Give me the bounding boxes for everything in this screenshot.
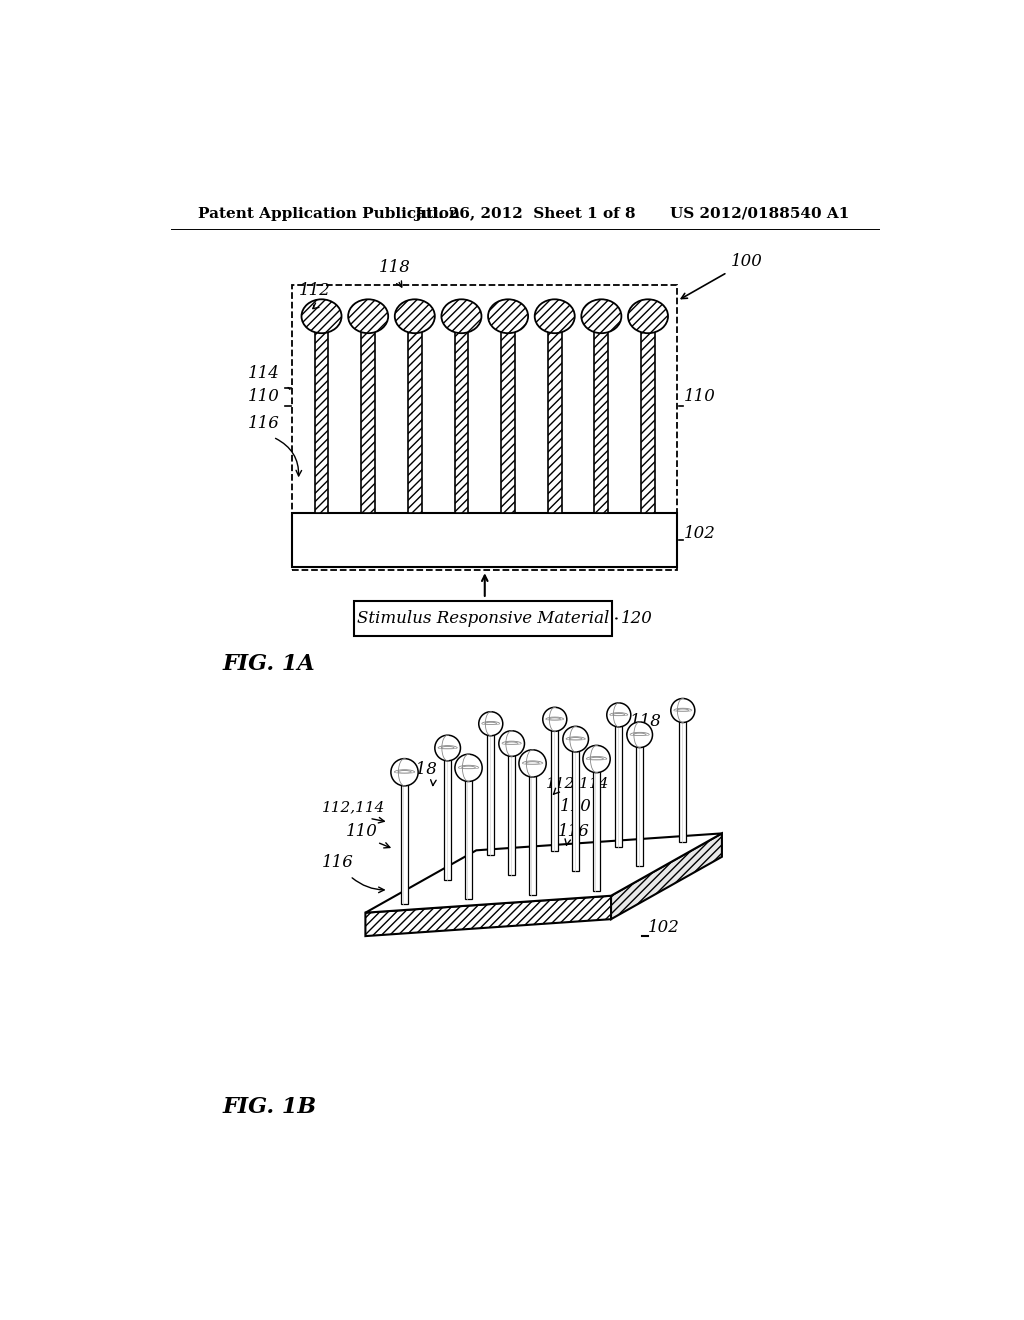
Text: 110: 110 [683,388,716,405]
Ellipse shape [499,731,524,756]
Text: 118: 118 [379,259,411,276]
Polygon shape [528,763,537,895]
Bar [641,331,655,512]
Bar [361,331,375,512]
Text: 112: 112 [298,282,331,300]
Ellipse shape [395,300,435,333]
Ellipse shape [627,722,652,747]
Polygon shape [680,710,686,842]
Text: 100: 100 [731,253,763,271]
Bar [314,331,329,512]
Text: Patent Application Publication: Patent Application Publication [199,207,461,220]
Polygon shape [465,768,472,899]
Ellipse shape [435,735,461,760]
Ellipse shape [535,300,574,333]
Ellipse shape [519,750,546,777]
Text: Stimulus Responsive Material: Stimulus Responsive Material [356,610,609,627]
Text: 110: 110 [560,799,592,816]
Ellipse shape [607,702,631,727]
Ellipse shape [583,746,610,772]
Text: 118: 118 [630,713,662,730]
Text: 102: 102 [648,919,680,936]
Polygon shape [572,739,580,871]
Bar [548,331,561,512]
Ellipse shape [582,300,622,333]
Text: FIG. 1A: FIG. 1A [223,653,315,676]
Ellipse shape [628,300,668,333]
Ellipse shape [563,726,589,752]
Text: 116: 116 [248,414,280,432]
Text: Jul. 26, 2012  Sheet 1 of 8: Jul. 26, 2012 Sheet 1 of 8 [414,207,636,220]
Text: 110: 110 [346,822,378,840]
Polygon shape [611,833,722,919]
Ellipse shape [455,754,482,781]
Ellipse shape [488,300,528,333]
Ellipse shape [301,300,342,333]
Text: 116: 116 [558,822,590,840]
Polygon shape [552,719,558,851]
Polygon shape [636,735,643,866]
Ellipse shape [441,300,481,333]
Text: FIG. 1B: FIG. 1B [223,1096,317,1118]
Text: 102: 102 [683,525,716,543]
Text: 112,114: 112,114 [322,800,385,814]
Polygon shape [444,748,452,879]
Text: 112,114: 112,114 [547,776,609,791]
Text: US 2012/0188540 A1: US 2012/0188540 A1 [670,207,849,220]
Polygon shape [487,723,495,855]
Text: 114: 114 [248,364,280,381]
Text: 110: 110 [248,388,280,405]
Polygon shape [593,759,600,891]
Text: 120: 120 [621,610,653,627]
Bar [455,331,468,512]
Ellipse shape [671,698,695,722]
Bar [594,331,608,512]
Ellipse shape [543,708,567,731]
Bar [292,285,677,570]
Bar [501,331,515,512]
Text: 118: 118 [407,762,438,779]
Bar [354,601,611,636]
Polygon shape [400,772,409,904]
Polygon shape [366,896,611,936]
Polygon shape [366,833,722,912]
Ellipse shape [391,759,418,785]
Text: 116: 116 [322,854,353,871]
Polygon shape [508,743,515,875]
Ellipse shape [479,711,503,735]
Ellipse shape [348,300,388,333]
Bar [292,512,677,566]
Bar [408,331,422,512]
Polygon shape [615,715,623,846]
